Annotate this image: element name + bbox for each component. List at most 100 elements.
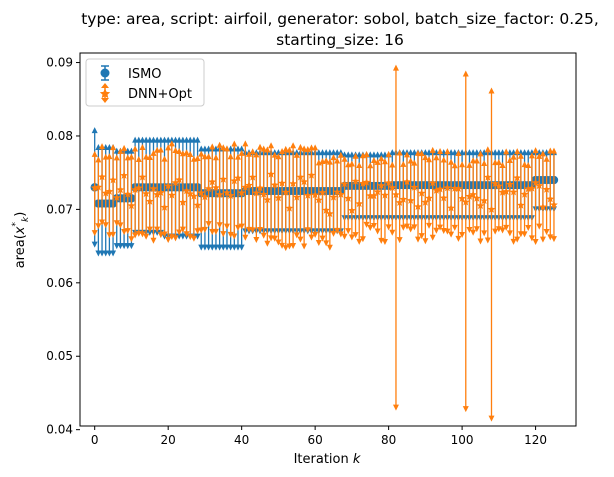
dnn-opt-lower-cap	[198, 227, 205, 234]
dnn-opt-point	[178, 198, 187, 206]
dnn-opt-upper-cap	[257, 143, 264, 150]
dnn-opt-lower-cap	[279, 242, 286, 249]
dnn-opt-lower-cap	[528, 235, 535, 242]
dnn-opt-upper-cap	[451, 162, 458, 169]
ismo-upper-cap	[238, 145, 245, 152]
dnn-opt-upper-cap	[216, 141, 223, 148]
dnn-opt-point	[127, 201, 136, 210]
dnn-opt-upper-cap	[550, 147, 557, 154]
dnn-opt-upper-cap	[150, 149, 157, 156]
dnn-opt-point	[230, 176, 239, 185]
dnn-opt-lower-cap	[242, 234, 249, 241]
dnn-opt-point	[461, 197, 470, 206]
dnn-opt-upper-cap	[323, 157, 330, 164]
dnn-opt-point	[538, 202, 547, 211]
dnn-opt-lower-cap	[297, 236, 304, 243]
dnn-opt-point	[469, 190, 478, 198]
legend-label-dnn-opt: DNN+Opt	[128, 87, 192, 102]
ismo-lower-cap	[128, 243, 135, 250]
dnn-opt-point	[182, 186, 191, 195]
dnn-opt-point	[516, 201, 525, 209]
ismo-lower-cap	[91, 241, 98, 248]
dnn-opt-lower-cap	[484, 237, 491, 244]
dnn-opt-upper-cap	[378, 155, 385, 162]
dnn-opt-lower-cap	[444, 228, 451, 235]
axes-frame	[79, 52, 577, 427]
dnn-opt-lower-cap	[492, 228, 499, 235]
dnn-opt-upper-cap	[547, 147, 554, 154]
dnn-opt-lower-cap	[418, 233, 425, 240]
dnn-opt-lower-cap	[385, 224, 392, 231]
dnn-opt-point	[94, 182, 103, 191]
dnn-opt-upper-cap	[297, 143, 304, 150]
dnn-opt-upper-cap	[187, 151, 194, 158]
dnn-opt-lower-cap	[212, 228, 219, 235]
dnn-opt-upper-cap	[403, 151, 410, 158]
dnn-opt-point	[527, 184, 536, 192]
dnn-opt-upper-cap	[514, 148, 521, 155]
dnn-opt-point	[403, 177, 411, 186]
dnn-opt-upper-cap	[113, 154, 120, 161]
dnn-opt-point	[325, 209, 334, 218]
dnn-opt-point	[171, 178, 180, 187]
dnn-opt-lower-cap	[264, 240, 271, 247]
dnn-opt-upper-cap	[260, 145, 267, 152]
dnn-opt-point	[248, 173, 257, 181]
dnn-opt-upper-cap	[301, 145, 308, 152]
dnn-opt-lower-cap	[99, 219, 106, 226]
dnn-opt-point	[417, 189, 426, 197]
dnn-opt-point	[502, 187, 511, 195]
y-axis-label: area(x*k)	[11, 212, 31, 269]
dnn-opt-upper-cap	[444, 148, 451, 155]
dnn-opt-point	[281, 188, 290, 196]
dnn-opt-lower-cap	[293, 232, 300, 239]
dnn-opt-upper-cap	[264, 146, 271, 153]
dnn-opt-upper-cap	[385, 150, 392, 157]
dnn-opt-point	[436, 184, 445, 193]
dnn-opt-point	[164, 181, 173, 190]
dnn-opt-point	[550, 200, 558, 209]
dnn-opt-point	[175, 175, 184, 184]
dnn-opt-upper-cap	[440, 156, 447, 163]
x-tick-label: 80	[381, 433, 396, 447]
dnn-opt-upper-cap	[268, 142, 275, 149]
dnn-opt-upper-cap	[466, 161, 473, 168]
dnn-opt-point	[531, 178, 540, 187]
dnn-opt-upper-cap	[249, 148, 256, 155]
dnn-opt-lower-cap	[521, 231, 528, 238]
dnn-opt-lower-cap	[356, 238, 363, 245]
dnn-opt-upper-cap	[293, 151, 300, 158]
dnn-opt-upper-cap	[143, 153, 150, 160]
dnn-opt-upper-cap	[110, 144, 117, 151]
dnn-opt-point	[384, 178, 393, 187]
dnn-opt-upper-cap	[106, 153, 113, 160]
dnn-opt-lower-cap	[238, 223, 245, 230]
dnn-opt-point	[410, 183, 419, 191]
dnn-opt-upper-cap	[183, 149, 190, 156]
dnn-opt-point	[432, 186, 441, 194]
dnn-opt-upper-cap	[352, 152, 359, 159]
dnn-opt-point	[439, 193, 448, 202]
dnn-opt-lower-cap	[503, 224, 510, 231]
dnn-opt-upper-cap	[426, 156, 433, 163]
dnn-opt-lower-cap	[172, 235, 179, 242]
dnn-opt-upper-cap	[290, 142, 297, 149]
dnn-opt-point	[509, 187, 518, 196]
dnn-opt-point	[278, 179, 287, 187]
dnn-opt-point	[215, 190, 224, 198]
dnn-opt-upper-cap	[521, 161, 528, 168]
dnn-opt-upper-cap	[209, 143, 216, 150]
dnn-opt-point	[237, 188, 246, 197]
x-tick-label: 120	[524, 433, 547, 447]
dnn-opt-upper-cap	[539, 150, 546, 157]
dnn-opt-upper-cap	[334, 157, 341, 164]
dnn-opt-point	[443, 183, 452, 192]
dnn-opt-lower-cap	[282, 245, 289, 252]
dnn-opt-point	[307, 171, 316, 179]
dnn-opt-upper-cap	[381, 158, 388, 165]
dnn-opt-upper-cap	[135, 156, 142, 163]
dnn-opt-lower-cap	[176, 229, 183, 236]
dnn-opt-lower-cap	[348, 234, 355, 241]
ismo-upper-cap	[91, 127, 98, 134]
dnn-opt-upper-cap	[532, 147, 539, 154]
